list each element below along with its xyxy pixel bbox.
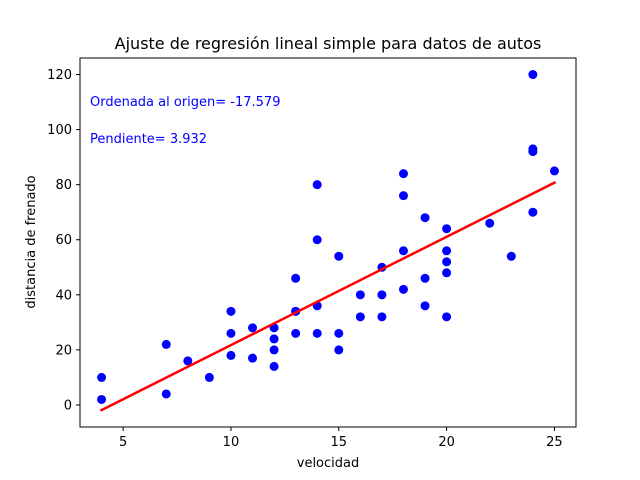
y-tick-label: 120: [47, 68, 72, 83]
data-point: [97, 394, 107, 404]
data-point: [442, 312, 452, 322]
data-point: [442, 257, 452, 267]
x-tick-label: 15: [331, 435, 348, 450]
data-point: [269, 345, 279, 355]
data-point: [420, 301, 430, 311]
data-point: [398, 169, 408, 179]
data-point: [312, 235, 322, 245]
data-point: [528, 207, 538, 217]
data-point: [506, 251, 516, 261]
y-axis-label: distancia de frenado: [24, 175, 39, 308]
x-tick-label: 5: [119, 435, 127, 450]
regression-line: [99, 181, 557, 412]
data-point: [334, 345, 344, 355]
data-point: [312, 328, 322, 338]
data-point: [291, 328, 301, 338]
data-point: [226, 328, 236, 338]
data-point: [269, 334, 279, 344]
data-point: [161, 389, 171, 399]
data-point: [420, 273, 430, 283]
plot-frame: [79, 57, 577, 428]
data-point: [97, 372, 107, 382]
data-point: [398, 191, 408, 201]
y-tick-label: 60: [55, 233, 72, 248]
x-tick-label: 10: [223, 435, 240, 450]
data-point: [161, 339, 171, 349]
data-point: [377, 312, 387, 322]
data-point: [291, 273, 301, 283]
data-point: [398, 284, 408, 294]
data-point: [226, 306, 236, 316]
data-point: [442, 268, 452, 278]
data-point: [442, 246, 452, 256]
y-tick-label: 100: [47, 123, 72, 138]
x-axis-label: velocidad: [297, 456, 360, 471]
plot-layer: 5 10 15 20 25 0 20 40 60 80 100 120: [47, 68, 563, 450]
data-point: [183, 356, 193, 366]
data-point: [442, 224, 452, 234]
data-point: [355, 312, 365, 322]
x-tick-label: 25: [546, 435, 563, 450]
data-point: [485, 218, 495, 228]
data-point: [355, 290, 365, 300]
slope-annotation: Pendiente= 3.932: [90, 132, 207, 147]
data-point: [248, 323, 258, 333]
data-point: [226, 350, 236, 360]
y-tick-label: 80: [55, 178, 72, 193]
data-point: [377, 290, 387, 300]
data-point: [334, 251, 344, 261]
data-point: [312, 180, 322, 190]
data-point: [269, 361, 279, 371]
y-tick-label: 20: [55, 343, 72, 358]
y-tick-label: 0: [64, 398, 72, 413]
data-point: [420, 213, 430, 223]
intercept-annotation: Ordenada al origen= -17.579: [90, 95, 280, 110]
data-point: [248, 353, 258, 363]
data-point: [398, 246, 408, 256]
data-point: [528, 70, 538, 80]
data-point: [549, 166, 559, 176]
data-point: [204, 372, 214, 382]
data-point: [334, 328, 344, 338]
data-point: [528, 144, 538, 154]
y-tick-label: 40: [55, 288, 72, 303]
chart-title: Ajuste de regresión lineal simple para d…: [115, 34, 542, 53]
x-tick-label: 20: [438, 435, 455, 450]
